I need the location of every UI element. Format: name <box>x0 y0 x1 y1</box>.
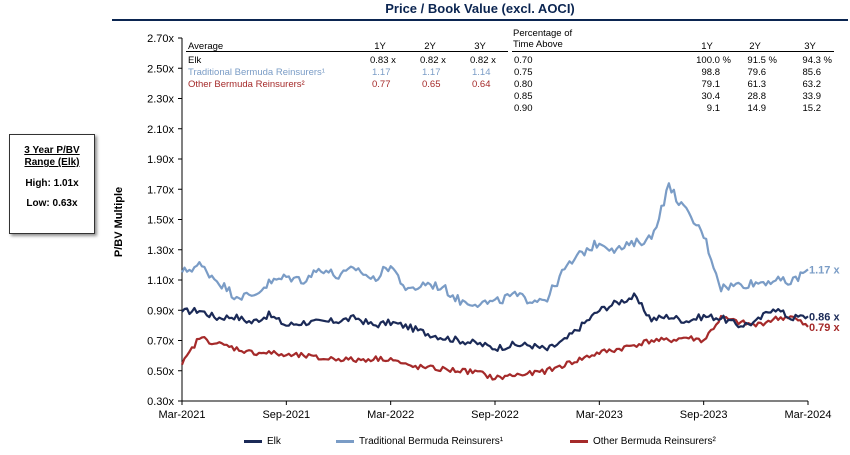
x-tick-label: Mar-2021 <box>158 409 205 421</box>
pct-value: 30.4 <box>701 91 721 102</box>
avg-row-name: Traditional Bermuda Reinsurers¹ <box>188 67 325 78</box>
avg-row-value: 1.17 <box>422 67 441 78</box>
avg-row-name: Elk <box>188 55 202 66</box>
avg-row-name: Other Bermuda Reinsurers² <box>188 79 305 90</box>
range-low: Low: 0.63x <box>26 198 78 209</box>
avg-row-value: 0.64 <box>472 79 491 90</box>
legend-label: Elk <box>267 436 281 447</box>
legend-label: Other Bermuda Reinsurers² <box>593 436 716 447</box>
pct-value: 79.6 <box>747 67 767 78</box>
avg-header-rule <box>186 51 508 52</box>
pct-value: 61.3 <box>747 79 767 90</box>
pct-value: 79.1 <box>701 79 721 90</box>
avg-row-value: 0.82 x <box>420 55 446 66</box>
x-tick-label: Mar-2023 <box>576 409 623 421</box>
chart-title: Price / Book Value (excl. AOCI) <box>385 1 575 16</box>
y-tick-label: 1.30x <box>147 245 174 257</box>
avg-row-value: 1.17 <box>372 67 391 78</box>
avg-row-value: 0.83 x <box>370 55 396 66</box>
series-line-other <box>180 314 809 381</box>
end-label-elk: 0.86 x <box>809 311 840 323</box>
pct-threshold: 0.75 <box>514 67 533 78</box>
pct-threshold: 0.80 <box>514 79 533 90</box>
x-tick-label: Sep-2021 <box>262 409 310 421</box>
pct-value: 91.5 % <box>747 55 777 66</box>
y-tick-label: 1.70x <box>147 184 174 196</box>
pct-header-2y: 2Y <box>749 41 761 52</box>
pct-value: 15.2 <box>802 103 822 114</box>
pct-value: 100.0 % <box>696 55 731 66</box>
pct-value: 9.1 <box>706 103 720 114</box>
pct-header-label: Percentage of Time Above <box>513 28 573 50</box>
pct-header-3y: 3Y <box>804 41 816 52</box>
avg-header-label: Average <box>188 41 224 52</box>
series-line-traditional <box>181 182 809 308</box>
legend-label: Traditional Bermuda Reinsurers¹ <box>359 436 504 447</box>
pct-value: 98.8 <box>701 67 721 78</box>
pct-value: 63.2 <box>802 79 822 90</box>
y-tick-label: 0.30x <box>147 396 174 408</box>
avg-row-value: 0.65 <box>422 79 441 90</box>
legend-swatch-elk <box>244 440 262 443</box>
end-label-other: 0.79 x <box>809 322 840 334</box>
y-tick-label: 1.50x <box>147 215 174 227</box>
pct-threshold: 0.90 <box>514 103 533 114</box>
y-tick-label: 0.70x <box>147 336 174 348</box>
y-tick-label: 2.70x <box>147 33 174 45</box>
pct-value: 28.8 <box>747 91 767 102</box>
avg-row-value: 0.82 x <box>470 55 496 66</box>
y-tick-label: 0.50x <box>147 366 174 378</box>
legend-swatch-traditional <box>336 440 354 443</box>
range-high: High: 1.01x <box>25 178 79 189</box>
pct-value: 85.6 <box>802 67 822 78</box>
x-tick-label: Mar-2024 <box>784 409 831 421</box>
avg-header-1y: 1Y <box>374 41 386 52</box>
title-underline <box>112 19 848 21</box>
legend: Elk Traditional Bermuda Reinsurers¹ Othe… <box>0 436 850 452</box>
y-tick-label: 0.90x <box>147 305 174 317</box>
pct-threshold: 0.70 <box>514 55 533 66</box>
avg-row-value: 0.77 <box>372 79 391 90</box>
y-tick-label: 1.10x <box>147 275 174 287</box>
pct-value: 94.3 % <box>802 55 832 66</box>
pct-header-1y: 1Y <box>701 41 713 52</box>
y-tick-label: 2.50x <box>147 63 174 75</box>
x-tick-label: Sep-2023 <box>680 409 728 421</box>
legend-item-other: Other Bermuda Reinsurers² <box>570 436 716 447</box>
end-label-traditional: 1.17 x <box>809 264 840 276</box>
pct-value: 33.9 <box>802 91 822 102</box>
pct-value: 14.9 <box>747 103 767 114</box>
y-tick-label: 1.90x <box>147 154 174 166</box>
avg-row-value: 1.14 <box>472 67 491 78</box>
pct-header-rule <box>512 51 834 52</box>
pct-threshold: 0.85 <box>514 91 533 102</box>
x-tick-label: Mar-2022 <box>367 409 414 421</box>
legend-item-elk: Elk <box>244 436 281 447</box>
avg-header-3y: 3Y <box>474 41 486 52</box>
y-tick-label: 2.30x <box>147 94 174 106</box>
avg-header-2y: 2Y <box>424 41 436 52</box>
range-box: 3 Year P/BV Range (Elk) High: 1.01x Low:… <box>9 134 95 234</box>
x-tick-label: Sep-2022 <box>471 409 519 421</box>
range-heading: 3 Year P/BV Range (Elk) <box>24 145 80 168</box>
legend-item-traditional: Traditional Bermuda Reinsurers¹ <box>336 436 503 447</box>
y-tick-label: 2.10x <box>147 124 174 136</box>
series-line-elk <box>181 292 809 352</box>
legend-swatch-other <box>570 440 588 443</box>
